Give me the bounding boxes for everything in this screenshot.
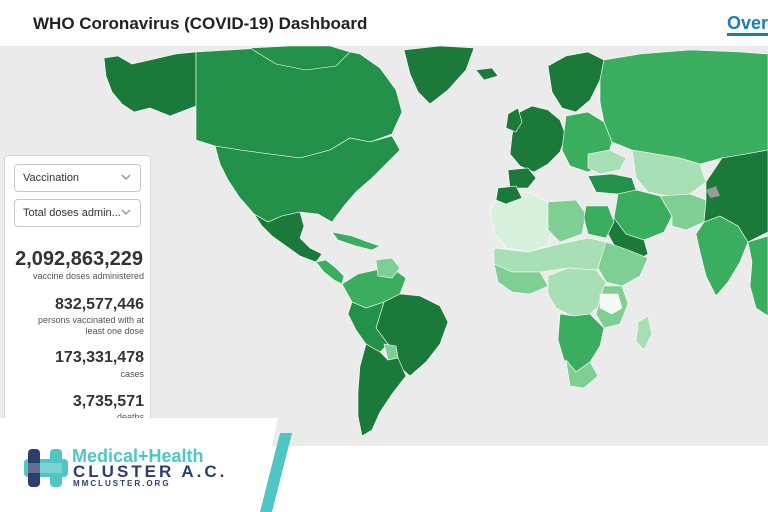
overview-tab-link[interactable]: Over	[727, 13, 768, 36]
deaths-value: 3,735,571	[72, 393, 144, 410]
region-madagascar[interactable]	[635, 315, 653, 351]
logo-line-1: Medical+Health	[72, 446, 204, 466]
region-ukraine[interactable]	[587, 149, 627, 175]
world-map[interactable]	[0, 46, 768, 446]
region-russia[interactable]	[599, 49, 768, 165]
chevron-down-icon	[121, 174, 131, 181]
region-central-america[interactable]	[315, 259, 345, 285]
region-usa[interactable]	[214, 135, 401, 223]
doses-value: 2,092,863,229	[15, 248, 143, 270]
region-greenland[interactable]	[403, 46, 475, 105]
medical-cross-icon	[24, 449, 68, 487]
region-peru-bolivia[interactable]	[347, 301, 389, 353]
region-argentina-chile[interactable]	[357, 343, 407, 437]
metric-dropdown-value: Total doses admin...	[23, 207, 121, 219]
category-dropdown[interactable]: Vaccination	[14, 164, 141, 192]
region-west-africa[interactable]	[493, 263, 549, 295]
region-iceland[interactable]	[475, 67, 499, 81]
header-bar: WHO Coronavirus (COVID-19) Dashboard Ove…	[0, 0, 768, 46]
logo-line-3: MMCLUSTER.ORG	[73, 479, 171, 488]
category-dropdown-value: Vaccination	[23, 172, 80, 184]
region-uk[interactable]	[505, 107, 523, 133]
persons-vaccinated-label: persons vaccinated with at least one dos…	[37, 315, 144, 336]
region-morocco[interactable]	[495, 185, 523, 205]
region-libya[interactable]	[547, 199, 587, 243]
region-scandinavia[interactable]	[547, 51, 605, 113]
region-iran[interactable]	[659, 193, 707, 231]
region-iberia[interactable]	[507, 167, 537, 189]
chevron-down-icon	[121, 209, 131, 216]
logo-line-2: CLUSTER A.C.	[73, 462, 228, 481]
region-southern-africa[interactable]	[557, 313, 605, 373]
region-egypt[interactable]	[583, 205, 615, 239]
region-alaska[interactable]	[103, 51, 197, 117]
region-south-africa[interactable]	[565, 358, 599, 389]
region-venezuela[interactable]	[375, 257, 401, 279]
page-title: WHO Coronavirus (COVID-19) Dashboard	[33, 14, 368, 33]
stats-panel: Vaccination Total doses admin... 2,092,8…	[4, 155, 151, 420]
region-horn-of-africa[interactable]	[597, 241, 649, 287]
region-north-africa-west[interactable]	[489, 191, 553, 253]
region-arctic-islands[interactable]	[249, 46, 351, 71]
metric-dropdown[interactable]: Total doses admin...	[14, 199, 141, 227]
region-central-asia[interactable]	[631, 149, 707, 197]
region-mexico[interactable]	[253, 211, 323, 263]
deaths-label: deaths	[116, 412, 144, 420]
region-central-africa[interactable]	[547, 267, 607, 317]
choropleth-map[interactable]	[0, 46, 768, 446]
region-western-europe[interactable]	[509, 105, 567, 173]
cases-label: cases	[120, 369, 144, 379]
doses-label: vaccine doses administered	[32, 271, 144, 281]
region-tanzania[interactable]	[599, 293, 623, 315]
region-caribbean[interactable]	[331, 231, 381, 251]
cases-value: 173,331,478	[55, 349, 144, 366]
region-southeast-asia[interactable]	[747, 235, 768, 317]
persons-vaccinated-value: 832,577,446	[55, 296, 144, 313]
region-no-data	[706, 186, 720, 198]
